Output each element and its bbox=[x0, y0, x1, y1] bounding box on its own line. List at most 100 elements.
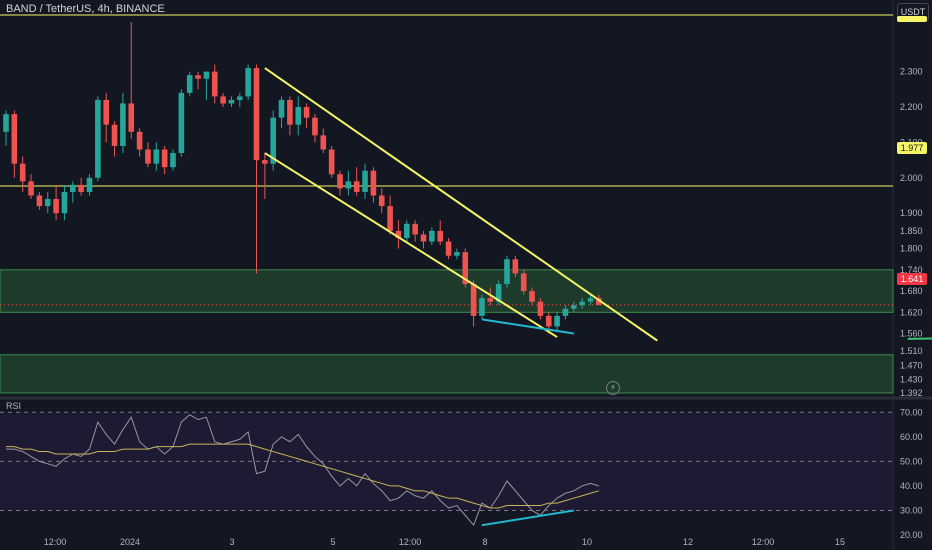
candle-body bbox=[161, 149, 168, 168]
candle-body bbox=[11, 114, 18, 164]
rsi-band bbox=[0, 412, 893, 511]
candle-body bbox=[378, 195, 385, 207]
candle-body bbox=[178, 92, 185, 154]
candle-body bbox=[120, 103, 126, 146]
rsi-tick-label: 50.00 bbox=[900, 456, 923, 466]
candle-body bbox=[554, 315, 560, 327]
candle-body bbox=[70, 184, 76, 192]
candle-body bbox=[128, 103, 135, 132]
candle-body bbox=[362, 170, 368, 192]
candle-body bbox=[495, 283, 502, 302]
candle-body bbox=[487, 298, 494, 302]
candle-body bbox=[596, 298, 602, 305]
candle-body bbox=[429, 230, 435, 242]
candle-body bbox=[86, 177, 93, 192]
price-tick-label: 2.200 bbox=[900, 102, 923, 112]
lightning-icon[interactable]: ⚡ bbox=[606, 381, 620, 395]
candle-body bbox=[437, 230, 443, 242]
candle-body bbox=[579, 301, 585, 306]
price-tick-label: 1.740 bbox=[900, 265, 923, 275]
candle-body bbox=[320, 135, 327, 150]
candle-body bbox=[462, 252, 469, 284]
price-tick-label: 1.800 bbox=[900, 244, 923, 254]
candle-body bbox=[287, 99, 293, 125]
candle-body bbox=[211, 71, 218, 97]
time-label: 2024 bbox=[120, 537, 140, 547]
candle-body bbox=[587, 298, 594, 302]
candle-body bbox=[370, 170, 377, 196]
candle-body bbox=[203, 71, 210, 79]
demand-zone bbox=[0, 354, 894, 394]
candle-body bbox=[111, 124, 118, 146]
time-label: 3 bbox=[229, 537, 234, 547]
candle-body bbox=[61, 191, 68, 214]
candle-body bbox=[186, 75, 193, 93]
price-tick-label: 1.430 bbox=[900, 375, 923, 385]
candle-body bbox=[245, 68, 251, 97]
candle-body bbox=[562, 308, 569, 316]
candle-body bbox=[295, 107, 302, 125]
demand-zone bbox=[0, 269, 894, 313]
candle-body bbox=[153, 149, 160, 164]
candle-body bbox=[95, 99, 101, 178]
symbol-title[interactable]: BAND / TetherUS, 4h, BINANCE bbox=[6, 3, 165, 15]
rsi-line bbox=[6, 414, 599, 527]
candle-body bbox=[53, 199, 59, 214]
candle-body bbox=[19, 163, 26, 182]
candle-body bbox=[470, 283, 477, 316]
candle-body bbox=[328, 149, 335, 175]
candle-body bbox=[3, 114, 9, 132]
candle-body bbox=[345, 181, 352, 189]
candle-body bbox=[571, 305, 577, 309]
level-badge-1977: 1.977 bbox=[897, 142, 927, 154]
candle-body bbox=[404, 223, 410, 238]
candle-body bbox=[387, 206, 393, 231]
trendline bbox=[264, 67, 658, 342]
rsi-tick-label: 30.00 bbox=[900, 505, 923, 515]
rsi-ma-line bbox=[6, 443, 599, 509]
candle-body bbox=[28, 181, 34, 196]
candle-body bbox=[520, 273, 527, 292]
candle-body bbox=[312, 117, 318, 136]
candle-body bbox=[237, 96, 243, 100]
candle-body bbox=[454, 252, 460, 256]
candle-body bbox=[278, 99, 285, 118]
candle-body bbox=[337, 174, 343, 189]
time-label: 12 bbox=[683, 537, 693, 547]
time-label: 8 bbox=[482, 537, 487, 547]
candle-body bbox=[220, 96, 226, 104]
candle-body bbox=[420, 234, 427, 242]
price-tick-label: 1.392 bbox=[900, 388, 923, 398]
candle-body bbox=[353, 181, 360, 192]
candle-body bbox=[545, 315, 552, 327]
candle-body bbox=[136, 131, 143, 150]
time-label: 12:00 bbox=[752, 537, 775, 547]
candle-body bbox=[412, 223, 418, 235]
top-level-badge bbox=[897, 16, 927, 22]
price-tick-label: 1.560 bbox=[900, 329, 923, 339]
trendline bbox=[907, 337, 932, 340]
candle-body bbox=[395, 230, 402, 238]
time-label: 15 bbox=[835, 537, 845, 547]
price-tick-label: 1.900 bbox=[900, 208, 923, 218]
candle-body bbox=[170, 153, 176, 168]
last-price-badge: 1.641 bbox=[897, 273, 927, 285]
rsi-tick-label: 20.00 bbox=[900, 530, 923, 540]
candle-body bbox=[145, 149, 151, 164]
candle-body bbox=[36, 195, 43, 207]
candle-body bbox=[529, 291, 535, 302]
candle-body bbox=[537, 301, 544, 316]
price-tick-label: 1.680 bbox=[900, 286, 923, 296]
time-label: 12:00 bbox=[44, 537, 67, 547]
trendline bbox=[264, 152, 558, 338]
price-tick-label: 1.470 bbox=[900, 360, 923, 370]
candle-body bbox=[262, 160, 268, 164]
candle-body bbox=[512, 259, 519, 274]
candle-body bbox=[445, 241, 452, 256]
price-tick-label: 2.300 bbox=[900, 67, 923, 77]
price-tick-label: 1.850 bbox=[900, 226, 923, 236]
divergence-line bbox=[481, 318, 574, 335]
candle-body bbox=[195, 75, 201, 79]
time-label: 5 bbox=[330, 537, 335, 547]
